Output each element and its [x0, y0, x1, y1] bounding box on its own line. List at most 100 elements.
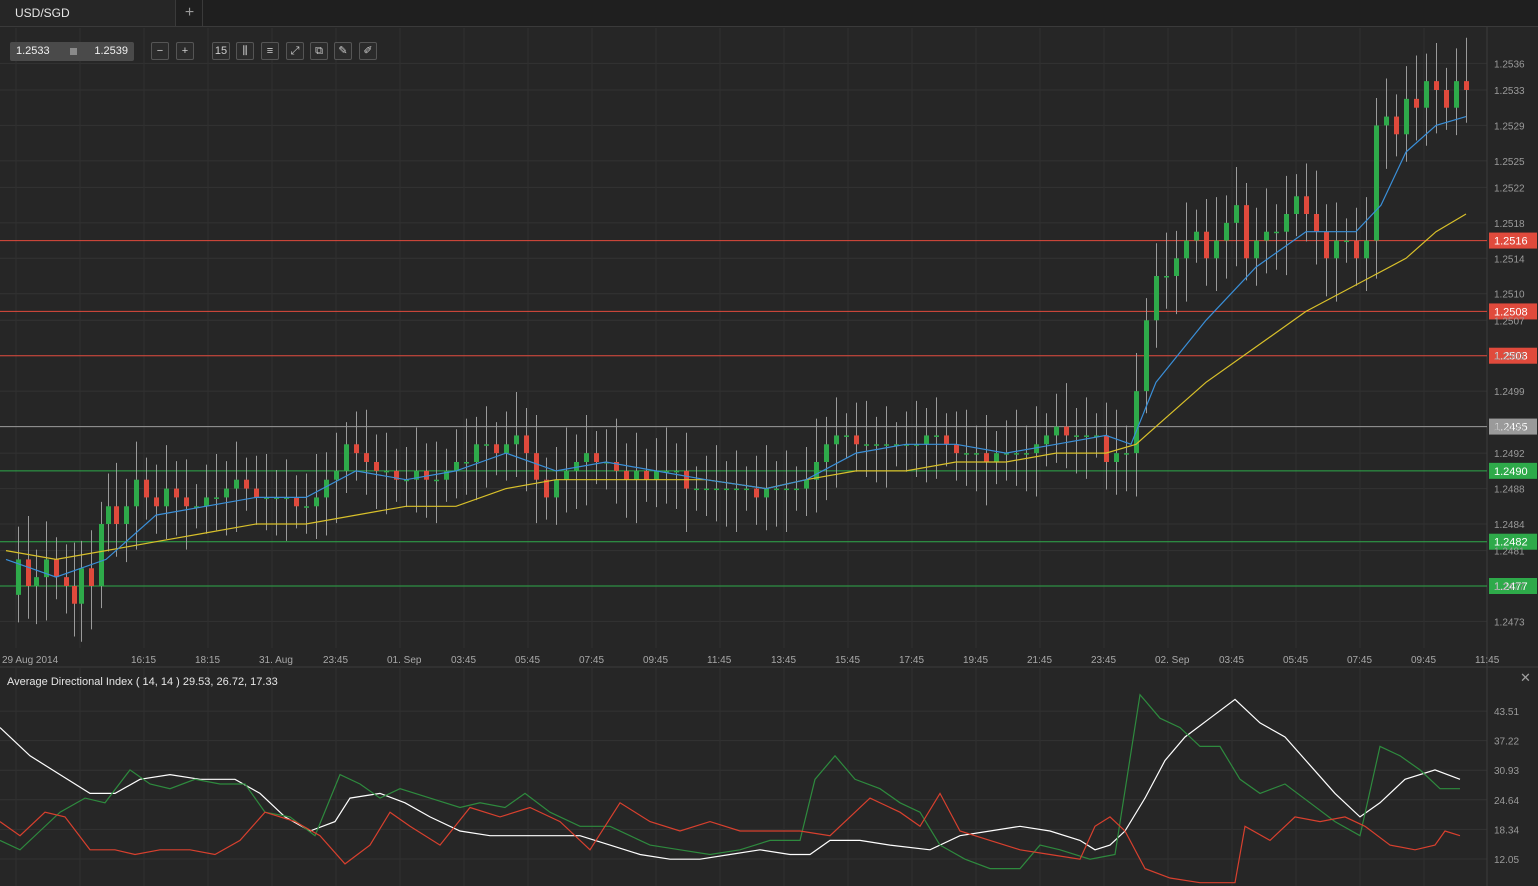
bull-candle — [1214, 240, 1219, 259]
chart-type-icon[interactable]: ⫼ — [236, 42, 254, 60]
bear-candle — [1444, 90, 1449, 108]
bull-candle — [1284, 214, 1289, 232]
bull-candle — [194, 506, 199, 508]
time-tick-label: 13:45 — [771, 655, 796, 666]
bull-candle — [1054, 426, 1059, 436]
price-tick-label: 1.2514 — [1494, 254, 1525, 265]
adx-title: Average Directional Index ( 14, 14 ) 29.… — [7, 676, 278, 688]
bull-candle — [1194, 231, 1199, 241]
add-tab-button[interactable]: + — [177, 0, 203, 26]
level-label: 1.2503 — [1494, 351, 1528, 363]
bull-candle — [734, 488, 739, 491]
bid-price[interactable]: 1.2533 — [16, 45, 50, 57]
bull-candle — [79, 568, 84, 604]
bull-candle — [1404, 98, 1409, 135]
minus-di-line — [0, 792, 1461, 884]
bull-candle — [1234, 205, 1239, 223]
indicators-icon[interactable]: ≡ — [261, 42, 279, 60]
bull-candle — [1344, 240, 1349, 243]
bull-candle — [904, 444, 909, 446]
adx-panel — [0, 693, 1461, 884]
bull-candle — [234, 479, 239, 489]
bull-candle — [964, 453, 969, 455]
spread-marker — [70, 48, 77, 55]
tab-usd-sgd[interactable]: USD/SGD — [0, 0, 176, 26]
level-tag — [1489, 533, 1537, 550]
adx-tick-label: 24.64 — [1494, 796, 1519, 807]
bull-candle — [1114, 453, 1119, 462]
level-label: 1.2516 — [1494, 236, 1528, 248]
bull-candle — [1264, 231, 1269, 241]
bear-candle — [644, 470, 649, 480]
quote-box[interactable]: 1.2533 1.2539 — [10, 42, 134, 61]
bull-candle — [484, 444, 489, 446]
bear-candle — [54, 559, 59, 578]
close-icon[interactable]: ✕ — [1520, 670, 1531, 685]
price-tick-label: 1.2529 — [1494, 121, 1525, 132]
bull-candle — [604, 462, 609, 464]
price-tick-label: 1.2525 — [1494, 157, 1525, 168]
time-tick-label: 11:45 — [1475, 655, 1500, 666]
bull-candle — [794, 488, 799, 491]
bear-candle — [114, 506, 119, 524]
time-tick-label: 05:45 — [515, 655, 540, 666]
copy-icon[interactable]: ⧉ — [310, 42, 328, 60]
bull-candle — [284, 497, 289, 499]
bull-candle — [1074, 435, 1079, 437]
level-tag — [1489, 578, 1537, 594]
time-tick-label: 21:45 — [1027, 655, 1052, 666]
bull-candle — [274, 497, 279, 499]
time-tick-label: 17:45 — [899, 655, 924, 666]
time-tick-label: 09:45 — [643, 655, 668, 666]
moving-averages — [5, 116, 1467, 578]
zoom-in-icon[interactable]: + — [176, 42, 194, 60]
bull-candle — [264, 497, 269, 499]
bull-candle — [864, 444, 869, 446]
scale-icon[interactable]: ⤢ — [286, 42, 304, 60]
bear-candle — [1464, 81, 1469, 90]
bull-candle — [1334, 240, 1339, 259]
bull-candle — [564, 470, 569, 480]
bear-candle — [184, 497, 189, 507]
timeframe-button[interactable]: 15 — [212, 42, 230, 60]
level-tag — [1489, 232, 1537, 249]
bull-candle — [1024, 453, 1029, 455]
time-tick-label: 29 Aug 2014 — [2, 655, 59, 666]
price-tick-label: 1.2533 — [1494, 86, 1525, 97]
zoom-out-icon[interactable]: − — [151, 42, 169, 60]
bear-candle — [374, 462, 379, 471]
time-tick-label: 07:45 — [579, 655, 604, 666]
bear-candle — [1304, 196, 1309, 214]
bull-candle — [1274, 231, 1279, 234]
bull-candle — [774, 488, 779, 491]
bear-candle — [89, 568, 94, 586]
bull-candle — [924, 435, 929, 445]
time-tick-label: 31. Aug — [259, 655, 293, 666]
bear-candle — [754, 488, 759, 498]
bear-candle — [1314, 214, 1319, 232]
price-tick-label: 1.2477 — [1494, 582, 1525, 593]
bull-candle — [134, 479, 139, 507]
bull-candle — [16, 559, 21, 595]
level-label: 1.2477 — [1494, 581, 1528, 593]
bull-candle — [124, 506, 129, 524]
ask-price[interactable]: 1.2539 — [94, 45, 128, 57]
bull-candle — [1184, 240, 1189, 259]
bear-candle — [154, 497, 159, 507]
edit-icon[interactable]: ✎ — [334, 42, 352, 60]
bear-candle — [424, 470, 429, 480]
bear-candle — [1244, 205, 1249, 259]
bull-candle — [814, 462, 819, 480]
bull-candle — [784, 488, 789, 491]
time-tick-label: 11:45 — [707, 655, 732, 666]
bull-candle — [414, 470, 419, 480]
time-tick-label: 02. Sep — [1155, 655, 1190, 666]
bull-candle — [764, 488, 769, 498]
bull-candle — [164, 488, 169, 507]
bear-candle — [494, 444, 499, 454]
bull-candle — [204, 497, 209, 507]
draw-icon[interactable]: ✐ — [359, 42, 377, 60]
bull-candle — [584, 453, 589, 462]
bear-candle — [854, 435, 859, 445]
